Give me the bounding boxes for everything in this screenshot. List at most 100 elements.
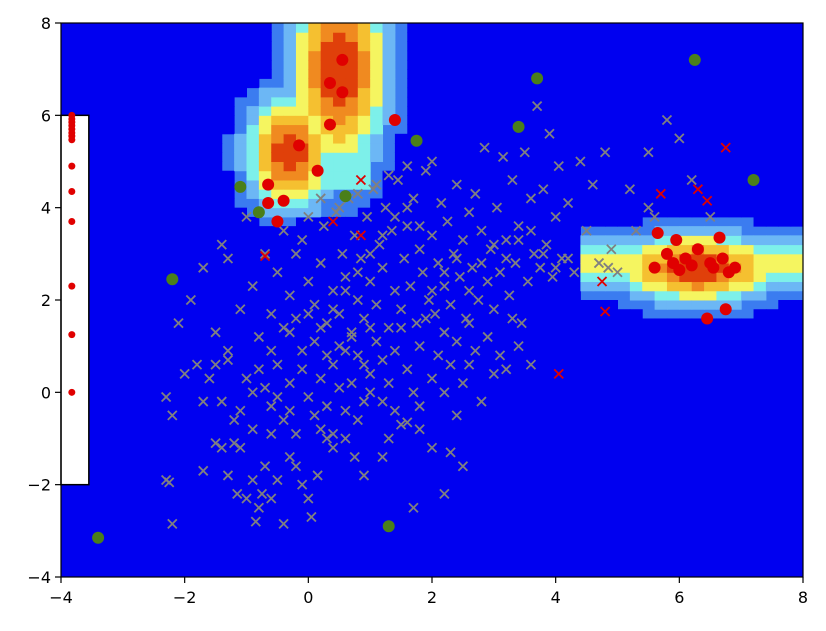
x-marker-point — [173, 317, 184, 329]
contour-cell — [184, 503, 198, 513]
contour-cell — [530, 318, 544, 329]
contour-cell — [555, 78, 569, 89]
contour-cell — [580, 392, 594, 403]
contour-cell — [407, 456, 421, 467]
contour-cell — [221, 521, 235, 532]
contour-cell — [592, 78, 606, 89]
contour-cell — [444, 558, 458, 569]
contour-cell — [506, 300, 520, 310]
contour-cell — [159, 207, 173, 218]
contour-cell — [419, 170, 433, 181]
contour-cell — [778, 318, 792, 329]
x-marker-point — [454, 271, 465, 283]
contour-cell — [295, 438, 309, 449]
x-marker-point — [513, 234, 524, 246]
contour-cell — [382, 447, 396, 458]
x-marker-point — [290, 313, 302, 324]
x-marker-point — [457, 234, 469, 246]
contour-cell — [73, 106, 87, 116]
contour-cell — [469, 32, 482, 42]
contour-cell — [543, 41, 557, 52]
contour-cell — [283, 87, 297, 98]
contour-cell — [753, 115, 767, 126]
contour-cell — [592, 512, 606, 523]
contour-cell — [506, 87, 520, 98]
contour-cell — [580, 32, 594, 42]
contour-cell — [530, 41, 544, 52]
contour-cell — [679, 59, 693, 70]
contour-cell — [543, 540, 557, 550]
contour-cell — [147, 438, 161, 449]
contour-cell — [592, 59, 606, 70]
contour-cell — [432, 281, 445, 292]
contour-cell — [629, 133, 643, 144]
contour-cell — [110, 521, 124, 532]
contour-cell — [370, 355, 384, 366]
contour-cell — [345, 512, 359, 523]
contour-cell — [283, 503, 297, 513]
contour-cell — [333, 336, 346, 347]
contour-cell — [493, 364, 507, 375]
contour-cell — [568, 115, 581, 126]
contour-cell — [543, 170, 557, 181]
contour-cell — [271, 124, 285, 135]
contour-cell — [432, 401, 445, 412]
contour-cell — [382, 503, 396, 513]
contour-cell — [728, 447, 742, 458]
contour-cell — [407, 327, 421, 338]
contour-cell — [394, 456, 408, 467]
contour-cell — [469, 336, 482, 347]
contour-cell — [741, 355, 755, 366]
x-marker-point — [290, 461, 302, 472]
contour-cell — [481, 23, 495, 33]
contour-cell — [370, 401, 384, 412]
contour-cell — [407, 521, 421, 532]
contour-cell — [283, 355, 297, 366]
x-marker-point — [222, 253, 234, 264]
contour-cell — [444, 346, 458, 356]
circle-marker-point — [651, 227, 664, 240]
contour-cell — [295, 69, 309, 79]
contour-cell — [456, 143, 470, 153]
contour-cell — [172, 69, 186, 79]
contour-cell — [444, 235, 458, 246]
contour-cell — [456, 290, 470, 301]
contour-cell — [419, 447, 433, 458]
contour-cell — [666, 540, 680, 550]
contour-cell — [790, 484, 803, 495]
contour-cell — [432, 512, 445, 523]
contour-cell — [704, 50, 717, 61]
contour-cell — [184, 401, 198, 412]
x-marker-point — [266, 428, 277, 440]
contour-cell — [85, 521, 99, 532]
contour-cell — [197, 540, 210, 550]
x-marker-point — [463, 317, 475, 329]
x-marker-point — [501, 253, 512, 264]
contour-cell — [407, 78, 421, 89]
contour-cell — [419, 96, 433, 107]
contour-cell — [221, 272, 235, 283]
contour-cell — [568, 189, 581, 199]
contour-cell — [716, 567, 730, 577]
contour-cell — [654, 429, 668, 439]
contour-cell — [741, 133, 755, 144]
contour-cell — [407, 540, 421, 550]
contour-cell — [629, 475, 643, 486]
contour-cell — [122, 346, 136, 356]
contour-cell — [370, 253, 384, 264]
contour-cell — [333, 549, 346, 560]
contour-cell — [110, 124, 124, 135]
contour-cell — [666, 198, 680, 209]
contour-cell — [172, 253, 186, 264]
contour-cell — [592, 133, 606, 144]
contour-cell — [456, 69, 470, 79]
contour-cell — [407, 512, 421, 523]
contour-cell — [790, 540, 803, 550]
contour-cell — [271, 87, 285, 98]
contour-cell — [147, 170, 161, 181]
contour-cell — [159, 512, 173, 523]
contour-cell — [456, 300, 470, 310]
contour-cell — [691, 189, 705, 199]
contour-cell — [122, 152, 136, 162]
contour-cell — [518, 244, 532, 255]
